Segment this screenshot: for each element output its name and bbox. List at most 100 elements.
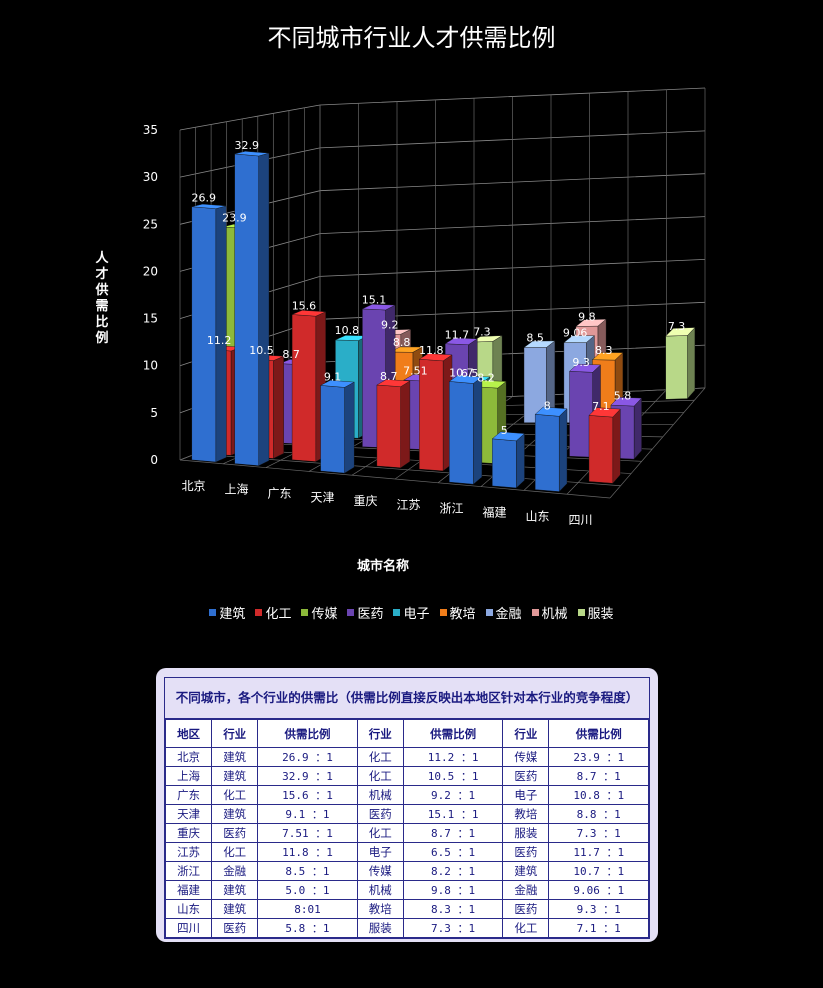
table-cell: 9.3 ：1 <box>548 899 649 919</box>
table-cell: 金融 <box>211 861 259 881</box>
table-cell: 6.5 ：1 <box>402 842 504 862</box>
bar-top <box>665 327 696 337</box>
table-cell: 重庆 <box>164 823 213 843</box>
table-cell: 11.7 ：1 <box>548 842 649 862</box>
data-label: 15.6 <box>292 299 317 312</box>
legend-item: 传媒 <box>301 603 337 622</box>
bar <box>319 380 355 474</box>
data-label: 15.1 <box>362 293 387 306</box>
table-cell: 医药 <box>502 842 550 862</box>
data-label: 5.8 <box>614 390 632 403</box>
table-cell: 上海 <box>164 766 213 786</box>
table-cell: 天津 <box>164 804 213 824</box>
bar-front <box>291 314 316 462</box>
legend-swatch <box>255 609 263 616</box>
legend-label: 化工 <box>265 607 292 622</box>
bar-top <box>569 363 601 373</box>
table-header-cell: 供需比例 <box>402 719 504 748</box>
table-cell: 电子 <box>502 785 550 805</box>
bar-side <box>400 380 411 469</box>
table-cell: 8.2 ：1 <box>402 861 504 881</box>
table-cell: 医药 <box>211 823 259 843</box>
bar-top <box>588 407 621 418</box>
legend-item: 机械 <box>531 603 568 622</box>
y-tick-label: 25 <box>143 217 158 231</box>
table-cell: 教培 <box>502 804 550 824</box>
bar <box>234 151 270 467</box>
table-cell: 建筑 <box>211 747 259 767</box>
data-label: 7.3 <box>473 326 491 339</box>
y-tick-label: 30 <box>143 170 158 184</box>
y-tick-label: 0 <box>150 453 158 467</box>
table-cell: 9.2 ：1 <box>402 785 504 805</box>
table-cell: 建筑 <box>211 899 259 919</box>
bar-top <box>292 310 326 317</box>
x-tick-label: 浙江 <box>439 502 463 516</box>
table-header-cell: 供需比例 <box>257 719 358 748</box>
legend-item: 医药 <box>347 603 383 622</box>
table-row: 天津 建筑 9.1 ：1 医药 15.1 ：1 教培 8.8 ：1 <box>164 804 649 824</box>
y-tick-label: 15 <box>143 312 158 326</box>
bar-top <box>610 397 643 407</box>
legend-label: 传媒 <box>311 607 338 622</box>
legend-label: 教培 <box>449 607 476 622</box>
data-label: 8.8 <box>393 336 411 349</box>
bar <box>491 431 525 489</box>
table-row: 浙江 金融 8.5 ：1 传媒 8.2 ：1 建筑 10.7 ：1 <box>164 861 649 881</box>
bar-front <box>449 381 474 485</box>
table-cell: 10.5 ：1 <box>402 766 504 786</box>
table-cell: 8.5 ：1 <box>257 861 358 881</box>
table-header-cell: 供需比例 <box>548 719 649 748</box>
table-cell: 8:01 <box>257 899 358 919</box>
table-cell: 化工 <box>211 842 259 862</box>
bar-front <box>320 385 345 474</box>
bar <box>665 326 696 400</box>
chart-legend: 建筑 化工 传媒 医药 电子 教培 金融 机械 服装 <box>0 603 823 622</box>
bar-side <box>516 433 525 489</box>
table-cell: 化工 <box>356 823 404 843</box>
table-cell: 服装 <box>502 823 550 843</box>
table-cell: 5.8 ：1 <box>257 918 358 938</box>
legend-item: 金融 <box>485 603 522 622</box>
legend-item: 化工 <box>255 603 291 622</box>
data-label: 6.5 <box>461 367 479 380</box>
table-cell: 9.8 ：1 <box>402 880 504 900</box>
table-header-cell: 行业 <box>502 719 550 748</box>
table-row: 福建 建筑 5.0 ：1 机械 9.8 ：1 金融 9.06 ：1 <box>164 880 649 900</box>
table-row: 四川 医药 5.8 ：1 服装 7.3 ：1 化工 7.1 ：1 <box>164 918 649 938</box>
data-label: 8.7 <box>380 370 398 383</box>
legend-swatch <box>393 609 401 616</box>
table-cell: 8.7 ：1 <box>548 766 649 786</box>
table-body: 北京 建筑 26.9 ：1 化工 11.2 ：1 传媒 23.9 ：1 上海 建筑 32.9 ：1… <box>164 747 649 938</box>
table-cell: 建筑 <box>211 766 259 786</box>
bar-top <box>563 335 595 343</box>
bar <box>376 379 411 469</box>
table-row: 重庆 医药 7.51 ：1 化工 8.7 ：1 服装 7.3 ：1 <box>164 823 649 843</box>
table-cell: 传媒 <box>356 861 404 881</box>
bar <box>523 340 556 424</box>
bar <box>191 203 227 463</box>
table-cell: 11.8 ：1 <box>257 842 358 862</box>
data-label: 23.9 <box>222 212 247 225</box>
y-tick-label: 10 <box>143 359 158 373</box>
data-label: 10.5 <box>249 344 274 357</box>
svg-text:人: 人 <box>95 250 109 266</box>
table-cell: 7.1 ：1 <box>548 918 649 938</box>
y-tick-label: 35 <box>143 123 158 137</box>
table-cell: 15.1 ：1 <box>402 804 504 824</box>
legend-item: 教培 <box>439 603 476 622</box>
bar-front <box>492 438 517 489</box>
table-cell: 机械 <box>356 880 404 900</box>
x-tick-label: 上海 <box>224 482 248 497</box>
x-tick-label: 福建 <box>482 505 506 520</box>
table-cell: 10.7 ：1 <box>548 861 649 881</box>
table-cell: 10.8 ：1 <box>548 785 649 805</box>
table-cell: 服装 <box>356 918 404 938</box>
x-tick-label: 四川 <box>568 513 592 527</box>
table-cell: 福建 <box>164 880 213 900</box>
chart-bars <box>191 151 696 493</box>
data-label: 32.9 <box>234 139 259 152</box>
legend-label: 医药 <box>357 607 384 622</box>
legend-label: 建筑 <box>219 607 246 622</box>
